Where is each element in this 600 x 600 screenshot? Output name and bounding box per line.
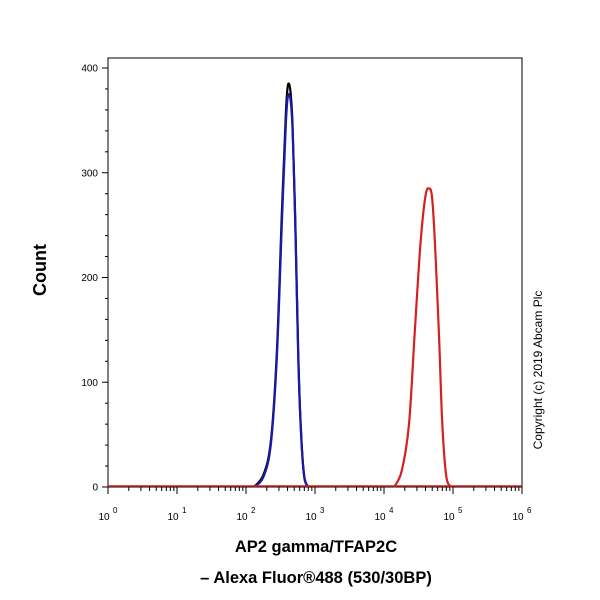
x-tick-exponent: 2 [251,506,256,515]
x-tick-exponent: 0 [113,506,118,515]
y-tick-label: 100 [81,378,98,389]
x-tick-exponent: 4 [389,506,394,515]
y-axis-title: Count [30,244,50,296]
histogram-series-2 [393,187,453,488]
y-tick-label: 300 [81,168,98,179]
x-tick-exponent: 1 [182,506,187,515]
x-tick-label: 10 [167,512,179,523]
y-tick-label: 0 [92,483,98,494]
x-tick-label: 10 [443,512,455,523]
x-tick-label: 10 [98,512,110,523]
x-tick-exponent: 3 [320,506,325,515]
x-tick-label: 10 [512,512,524,523]
x-tick-label: 10 [374,512,386,523]
x-tick-exponent: 6 [527,506,532,515]
x-axis-title-line1: AP2 gamma/TFAP2C [235,538,397,556]
y-tick-label: 200 [81,273,98,284]
x-tick-label: 10 [236,512,248,523]
histogram-series-1 [253,93,310,488]
y-tick-label: 400 [81,64,98,75]
x-axis-title-line2: – Alexa Fluor®488 (530/30BP) [200,569,432,587]
x-tick-exponent: 5 [458,506,463,515]
x-tick-label: 10 [305,512,317,523]
plot-area-frame [107,57,523,488]
copyright-notice: Copyright (c) 2019 Abcam Plc [531,291,545,450]
